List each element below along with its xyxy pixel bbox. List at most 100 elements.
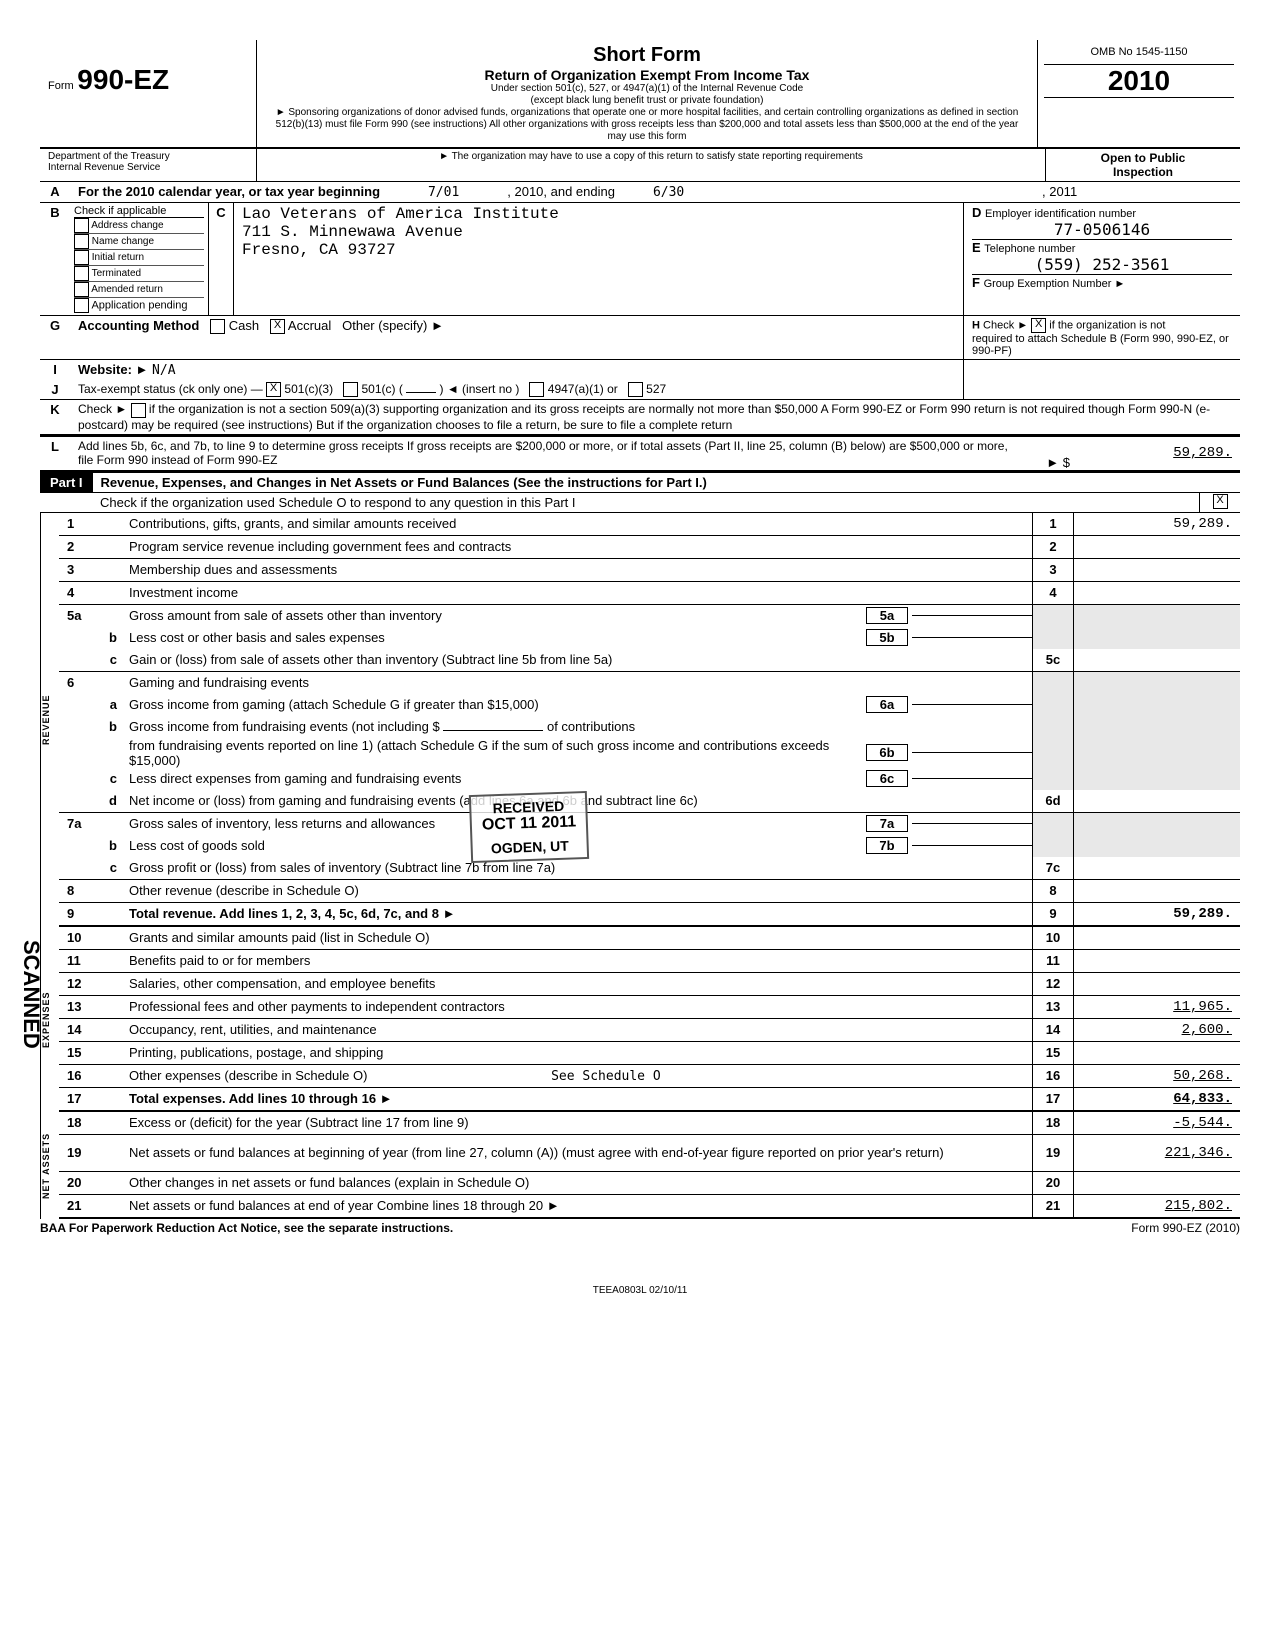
line-6: 6 Gaming and fundraising events bbox=[59, 672, 1240, 694]
l6b-text3: from fundraising events reported on line… bbox=[125, 738, 866, 768]
line-l-text: Add lines 5b, 6c, and 7b, to line 9 to d… bbox=[70, 437, 1030, 470]
l3-num: 3 bbox=[59, 562, 125, 577]
amended-checkbox[interactable] bbox=[74, 282, 89, 297]
l6b-shade2-amt bbox=[1074, 738, 1240, 768]
line-10: 10 Grants and similar amounts paid (list… bbox=[59, 927, 1240, 950]
part1-title: Revenue, Expenses, and Changes in Net As… bbox=[93, 473, 1240, 492]
line-k-text: if the organization is not a section 509… bbox=[78, 402, 1210, 431]
l5b-shade-amt bbox=[1074, 627, 1240, 649]
line-6d: d Net income or (loss) from gaming and f… bbox=[59, 790, 1240, 813]
l7b-shade-amt bbox=[1074, 835, 1240, 857]
name-change-label: Name change bbox=[92, 236, 154, 247]
part1-label: Part I bbox=[40, 473, 93, 492]
l15-num: 15 bbox=[59, 1045, 125, 1060]
org-info: Lao Veterans of America Institute 711 S.… bbox=[234, 203, 963, 315]
inspection-label: Inspection bbox=[1113, 165, 1173, 179]
cash-checkbox[interactable] bbox=[210, 319, 225, 334]
l10-box: 10 bbox=[1032, 927, 1074, 949]
h-check-label: Check ► bbox=[983, 319, 1028, 331]
addr-change-label: Address change bbox=[91, 220, 163, 231]
terminated-checkbox[interactable] bbox=[74, 266, 89, 281]
l9-amt: 59,289. bbox=[1074, 903, 1240, 925]
part1-check-row: Check if the organization used Schedule … bbox=[40, 493, 1240, 513]
title-except: (except black lung benefit trust or priv… bbox=[269, 95, 1025, 107]
l6b-shade1-amt bbox=[1074, 716, 1240, 738]
line-15: 15 Printing, publications, postage, and … bbox=[59, 1042, 1240, 1065]
app-pending-checkbox[interactable] bbox=[74, 298, 89, 313]
l6-shade-amt bbox=[1074, 672, 1240, 694]
l19-amt: 221,346. bbox=[1074, 1135, 1240, 1171]
schedule-o-checkbox[interactable]: X bbox=[1213, 494, 1228, 509]
l3-text: Membership dues and assessments bbox=[125, 562, 1032, 577]
l6a-subamt bbox=[912, 704, 1032, 705]
527-label: 527 bbox=[646, 382, 666, 396]
name-change-checkbox[interactable] bbox=[74, 234, 89, 249]
501c-label: 501(c) ( bbox=[361, 382, 402, 396]
4947-label: 4947(a)(1) or bbox=[548, 382, 618, 396]
letter-b: B bbox=[40, 203, 70, 315]
l14-amt: 2,600. bbox=[1074, 1019, 1240, 1041]
website-value: N/A bbox=[152, 363, 175, 378]
l6a-num: a bbox=[59, 697, 125, 712]
app-pending-label: Application pending bbox=[91, 299, 187, 311]
l13-amt: 11,965. bbox=[1074, 996, 1240, 1018]
accrual-checkbox[interactable]: X bbox=[270, 319, 285, 334]
line-4: 4 Investment income 4 bbox=[59, 582, 1240, 605]
l6b-shade1 bbox=[1032, 716, 1074, 738]
line-l-arrow: ► $ bbox=[1030, 437, 1074, 470]
l15-box: 15 bbox=[1032, 1042, 1074, 1064]
addr-change-checkbox[interactable] bbox=[74, 218, 89, 233]
501c-checkbox[interactable] bbox=[343, 382, 358, 397]
letter-g: G bbox=[40, 316, 70, 359]
section-bcdef: B Check if applicable Address change Nam… bbox=[40, 203, 1240, 316]
amended-label: Amended return bbox=[91, 284, 163, 295]
group-exemption-label: Group Exemption Number ► bbox=[984, 278, 1126, 290]
l17-box: 17 bbox=[1032, 1088, 1074, 1110]
line-3: 3 Membership dues and assessments 3 bbox=[59, 559, 1240, 582]
org-city: Fresno, CA 93727 bbox=[242, 241, 955, 259]
l6d-text: Net income or (loss) from gaming and fun… bbox=[125, 793, 1032, 808]
l6c-num: c bbox=[59, 771, 125, 786]
527-checkbox[interactable] bbox=[628, 382, 643, 397]
l7b-num: b bbox=[59, 838, 125, 853]
l9-box: 9 bbox=[1032, 903, 1074, 925]
line-6b-2: from fundraising events reported on line… bbox=[59, 738, 1240, 768]
line-1: 1 Contributions, gifts, grants, and simi… bbox=[59, 513, 1240, 536]
l3-amt bbox=[1074, 559, 1240, 581]
line-18: 18 Excess or (deficit) for the year (Sub… bbox=[59, 1112, 1240, 1135]
section-e: E Telephone number (559) 252-3561 bbox=[972, 240, 1232, 275]
line-i-right bbox=[963, 360, 1240, 380]
501c-insert[interactable] bbox=[406, 392, 436, 393]
line-k-checkbox[interactable] bbox=[131, 403, 146, 418]
line-a-year-end: , 2011 bbox=[1034, 182, 1240, 202]
initial-return-checkbox[interactable] bbox=[74, 250, 89, 265]
4947-checkbox[interactable] bbox=[529, 382, 544, 397]
l7c-box: 7c bbox=[1032, 857, 1074, 879]
line-7a: 7a Gross sales of inventory, less return… bbox=[59, 813, 1240, 835]
l7a-sub: 7a bbox=[866, 815, 908, 832]
title-sponsor: ► Sponsoring organizations of donor advi… bbox=[269, 107, 1025, 143]
l5a-num: 5a bbox=[59, 608, 125, 623]
l5c-num: c bbox=[59, 652, 125, 667]
l11-num: 11 bbox=[59, 953, 125, 968]
l7c-num: c bbox=[59, 860, 125, 875]
l5c-box: 5c bbox=[1032, 649, 1074, 671]
l14-box: 14 bbox=[1032, 1019, 1074, 1041]
501c3-checkbox[interactable]: X bbox=[266, 382, 281, 397]
check-if-applicable-col: Check if applicable Address change Name … bbox=[70, 203, 209, 315]
l16-text: Other expenses (describe in Schedule O) … bbox=[125, 1068, 1032, 1084]
tax-year-begin: 7/01 bbox=[384, 185, 504, 200]
letter-a: A bbox=[40, 182, 70, 202]
accrual-label: Accrual bbox=[288, 318, 331, 333]
l5a-shade-amt bbox=[1074, 605, 1240, 627]
l19-num: 19 bbox=[59, 1145, 125, 1160]
line-j: J Tax-exempt status (ck only one) — X 50… bbox=[40, 380, 1240, 400]
l7c-text: Gross profit or (loss) from sales of inv… bbox=[125, 860, 1032, 875]
schedule-b-checkbox[interactable]: X bbox=[1031, 318, 1046, 333]
footer-left: BAA For Paperwork Reduction Act Notice, … bbox=[40, 1221, 1131, 1235]
l6d-amt bbox=[1074, 790, 1240, 812]
form-header: Form 990-EZ Short Form Return of Organiz… bbox=[40, 40, 1240, 149]
l21-amt: 215,802. bbox=[1074, 1195, 1240, 1217]
phone-label: Telephone number bbox=[984, 243, 1075, 255]
l1-amt: 59,289. bbox=[1074, 513, 1240, 535]
